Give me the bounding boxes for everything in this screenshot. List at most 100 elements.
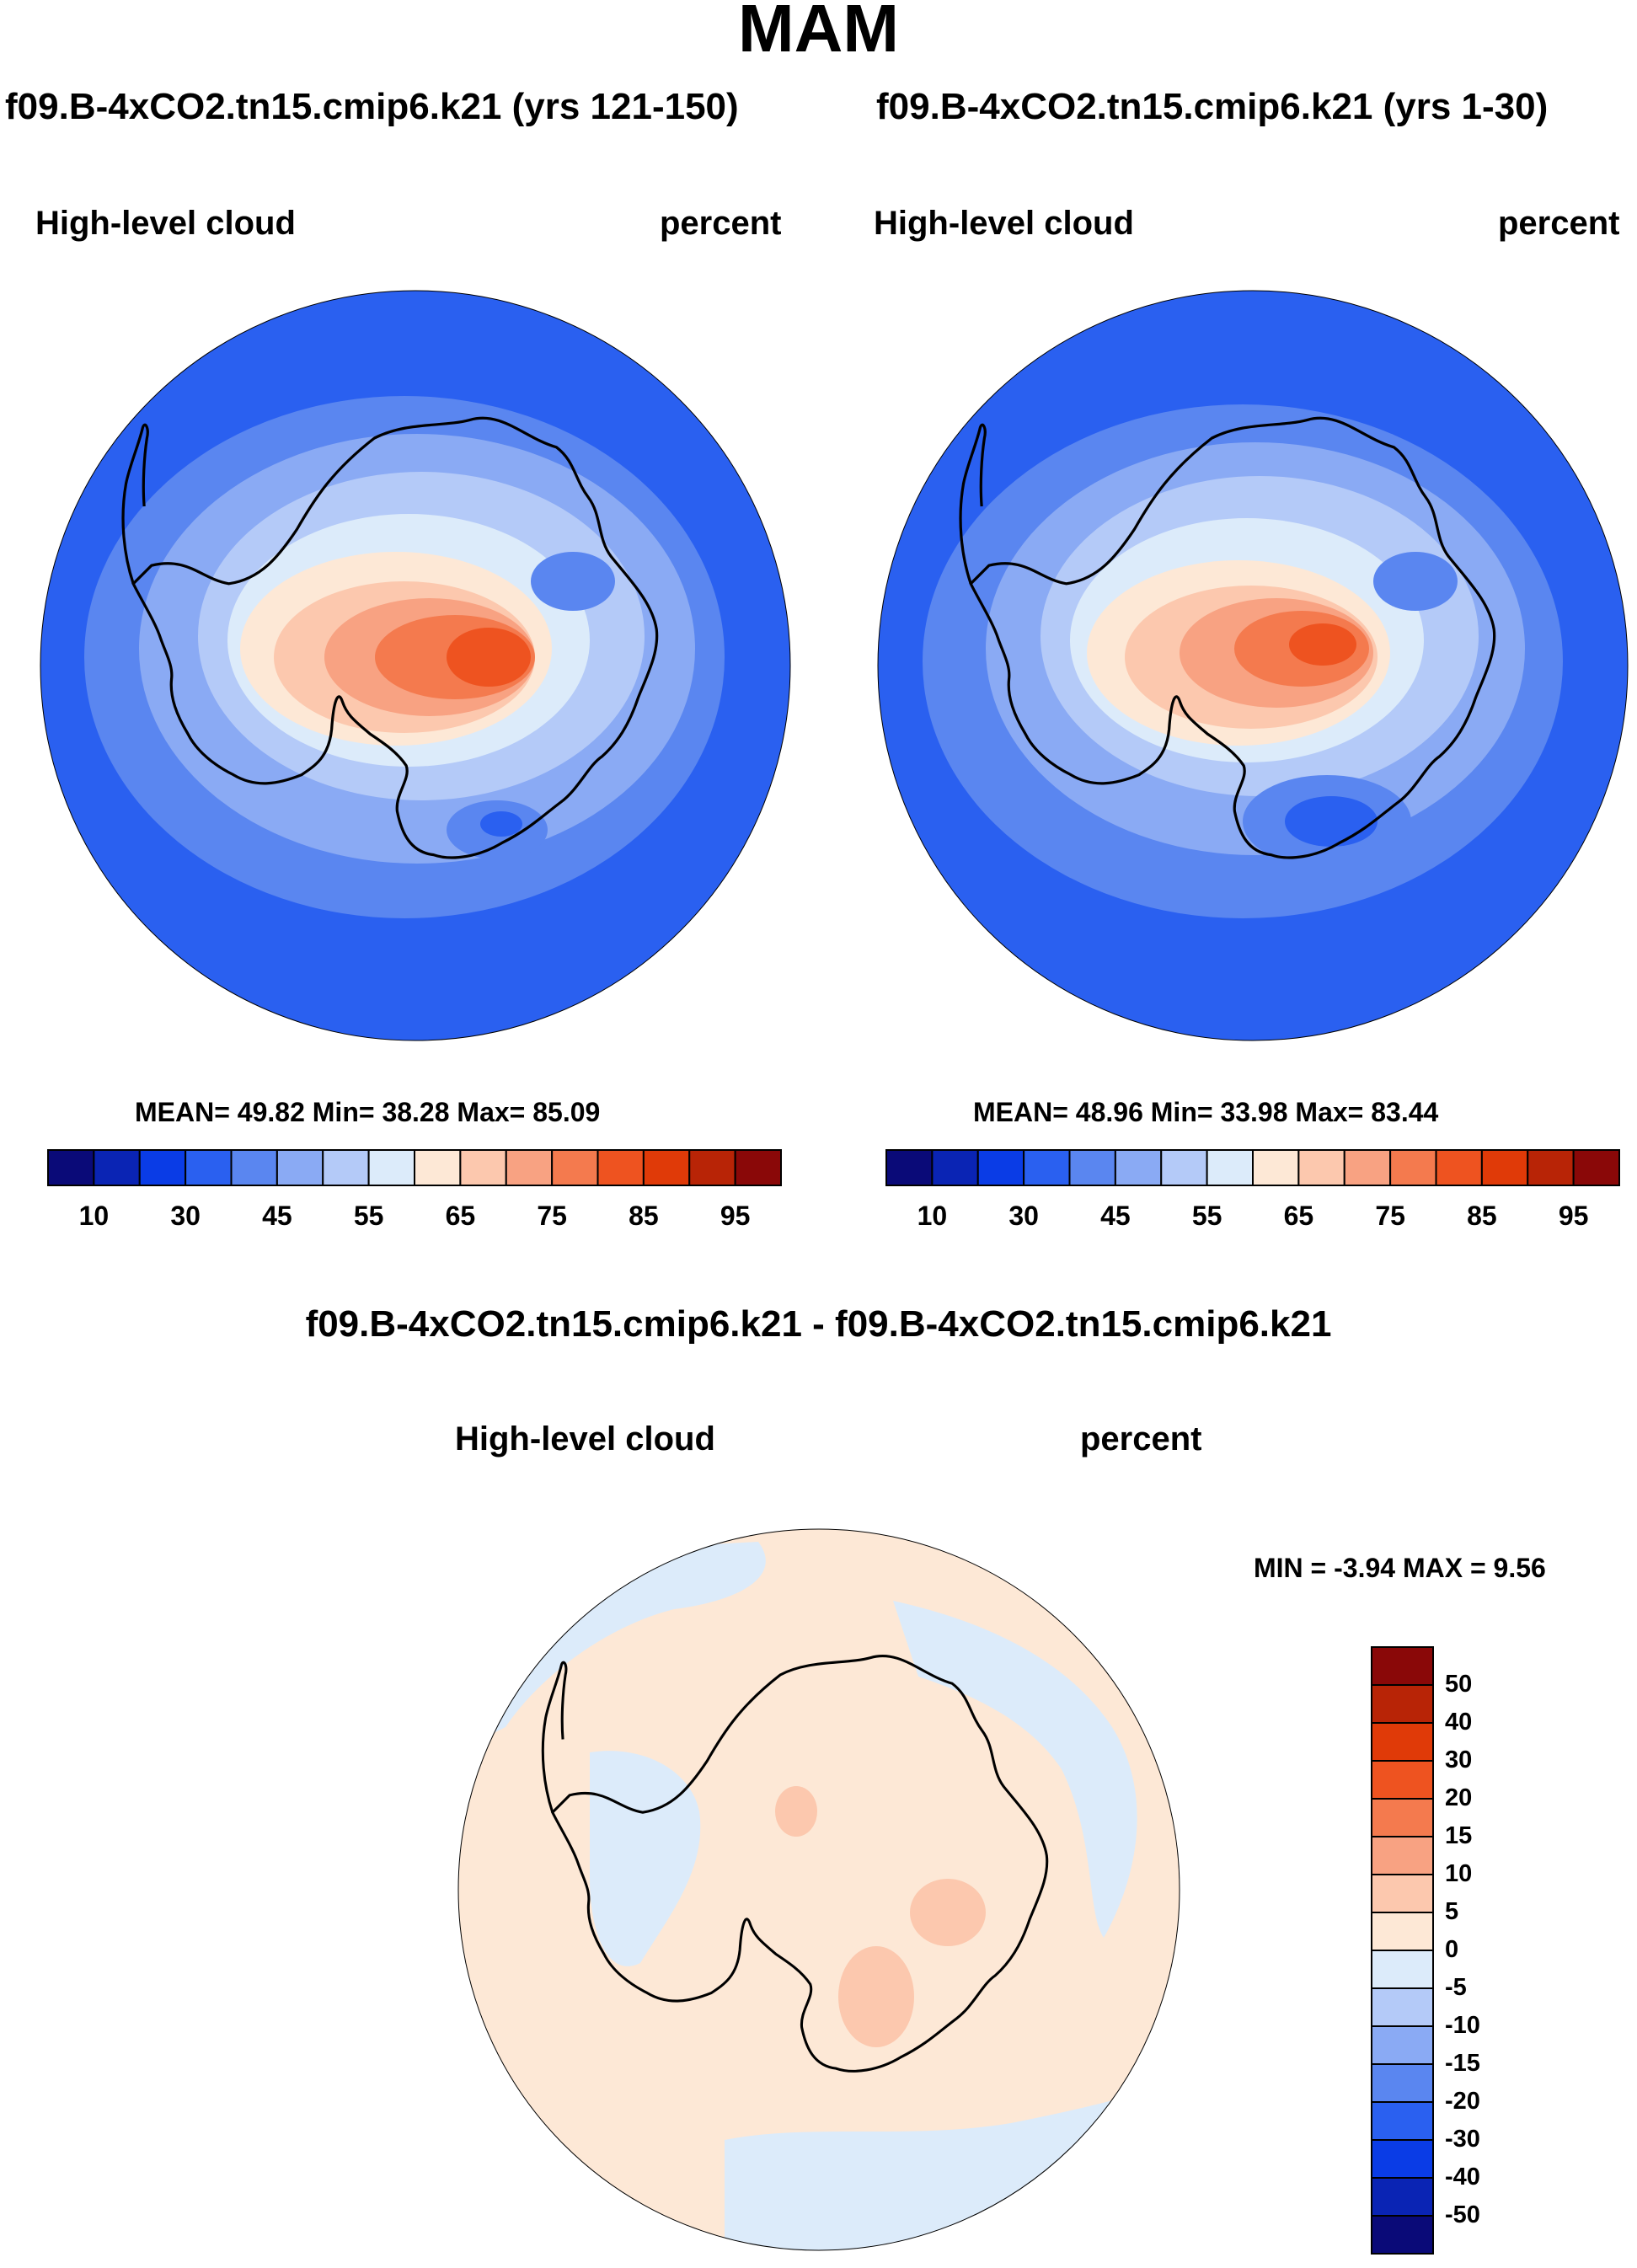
colorbar-right-tick-label: 45 [1100, 1201, 1131, 1231]
colorbar-right-swatch [885, 1149, 934, 1186]
colorbar-left-swatch [596, 1149, 645, 1186]
colorbar-diff-tick-label: 10 [1445, 1860, 1473, 1887]
colorbar-diff-swatch [1371, 2139, 1434, 2179]
colorbar-left-swatch [47, 1149, 95, 1186]
colorbar-right-tick-label: 55 [1191, 1201, 1222, 1231]
colorbar-left-tick-label: 65 [445, 1201, 476, 1231]
colorbar-left-swatch [93, 1149, 141, 1186]
map-right-blue-core-south [1285, 796, 1378, 847]
colorbar-diff-tick-label: -50 [1445, 2201, 1480, 2228]
colorbar-right-swatch [1023, 1149, 1071, 1186]
colorbar-right-swatch [1389, 1149, 1437, 1186]
colorbar-right-swatch [1160, 1149, 1208, 1186]
map-right-blue-patch-east [1373, 552, 1458, 611]
colorbar-left-swatch [138, 1149, 187, 1186]
colorbar-right-swatch [1206, 1149, 1254, 1186]
colorbar-diff-swatch [1371, 1950, 1434, 1989]
colorbar-right-swatch [1297, 1149, 1345, 1186]
colorbar-diff-swatch [1371, 1836, 1434, 1875]
colorbar-left-swatch [276, 1149, 324, 1186]
colorbar-diff-tick-label: -5 [1445, 1974, 1467, 2001]
colorbar-right-swatch [931, 1149, 979, 1186]
colorbar-diff-swatch [1371, 2177, 1434, 2217]
colorbar-diff-tick-label: 20 [1445, 1784, 1473, 1811]
colorbar-diff-swatch [1371, 1987, 1434, 2027]
colorbar-right-swatch [1527, 1149, 1575, 1186]
colorbar-left-swatch [505, 1149, 554, 1186]
colorbar-right-swatch [1480, 1149, 1529, 1186]
colorbar-diff-swatch [1371, 1760, 1434, 1800]
map-diff-neg-coast [590, 1751, 701, 1966]
colorbar-diff [1371, 1646, 1434, 2255]
colorbar-diff-tick-label: 15 [1445, 1822, 1473, 1849]
colorbar-diff-swatch [1371, 1684, 1434, 1724]
colorbar-diff-swatch [1371, 2063, 1434, 2103]
colorbar-diff-tick-label: -30 [1445, 2126, 1480, 2153]
colorbar-left-tick-label: 95 [720, 1201, 751, 1231]
diff-panel-variable: High-level cloud [455, 1420, 715, 1458]
panel-left-variable: High-level cloud [35, 205, 296, 242]
colorbar-diff-tick-label: -40 [1445, 2164, 1480, 2190]
panel-right-variable: High-level cloud [874, 205, 1134, 242]
figure-title: MAM [737, 0, 900, 66]
panel-right-units: percent [1498, 205, 1620, 242]
colorbar-right-swatch [976, 1149, 1025, 1186]
colorbar-left-swatch [322, 1149, 370, 1186]
colorbar-diff-tick-label: 5 [1445, 1898, 1459, 1925]
colorbar-left-swatch [551, 1149, 599, 1186]
map-right-border [877, 290, 1629, 1041]
map-left-orange-red [447, 628, 531, 687]
colorbar-right-tick-label: 85 [1467, 1201, 1497, 1231]
map-diff-pos2-patch-b [910, 1879, 986, 1946]
colorbar-left-tick-label: 55 [353, 1201, 384, 1231]
panel-left-units: percent [660, 205, 782, 242]
colorbar-right-tick-label: 95 [1558, 1201, 1589, 1231]
panel-right-stats: MEAN= 48.96 Min= 33.98 Max= 83.44 [973, 1097, 1439, 1127]
colorbar-right-swatch [1572, 1149, 1620, 1186]
colorbar-right-tick-label: 30 [1008, 1201, 1039, 1231]
colorbar-left-tick-label: 75 [537, 1201, 567, 1231]
colorbar-right-swatch [1114, 1149, 1163, 1186]
map-left-blue-patch-east [531, 552, 615, 611]
colorbar-right-tick-label: 65 [1283, 1201, 1314, 1231]
diff-panel-stats: MIN = -3.94 MAX = 9.56 [1254, 1553, 1546, 1583]
panel-right-case-title: f09.B-4xCO2.tn15.cmip6.k21 (yrs 1-30) [876, 86, 1549, 127]
colorbar-left-tick-label: 45 [262, 1201, 292, 1231]
colorbar-diff-swatch [1371, 1874, 1434, 1913]
colorbar-left-swatch [185, 1149, 233, 1186]
colorbar-diff-tick-label: -10 [1445, 2012, 1480, 2039]
colorbar-left-swatch [367, 1149, 415, 1186]
colorbar-diff-swatch [1371, 1646, 1434, 1686]
map-diff-pos2-patch-c [838, 1946, 914, 2047]
map-left [40, 291, 790, 1040]
colorbar-diff-swatch [1371, 2101, 1434, 2141]
colorbar-right-swatch [1068, 1149, 1116, 1186]
colorbar-left-tick-label: 85 [629, 1201, 659, 1231]
colorbar-right-swatch [1435, 1149, 1483, 1186]
colorbar-diff-swatch [1371, 1912, 1434, 1951]
colorbar-left-swatch [459, 1149, 507, 1186]
map-left-blue-core-south [480, 811, 522, 837]
colorbar-left-swatch [642, 1149, 691, 1186]
map-diff [458, 1529, 1180, 2250]
colorbar-diff-tick-label: -15 [1445, 2050, 1480, 2077]
colorbar-diff-swatch [1371, 2215, 1434, 2255]
colorbar-left [47, 1149, 782, 1186]
colorbar-left-swatch [734, 1149, 782, 1186]
colorbar-diff-tick-label: -20 [1445, 2088, 1480, 2115]
colorbar-right-tick-label: 10 [917, 1201, 948, 1231]
panel-left-case-title: f09.B-4xCO2.tn15.cmip6.k21 (yrs 121-150) [5, 86, 739, 127]
colorbar-right [885, 1149, 1620, 1186]
colorbar-diff-swatch [1371, 2025, 1434, 2065]
colorbar-left-swatch [688, 1149, 736, 1186]
panel-left-stats: MEAN= 49.82 Min= 38.28 Max= 85.09 [135, 1097, 601, 1127]
colorbar-right-tick-label: 75 [1375, 1201, 1405, 1231]
colorbar-right-swatch [1252, 1149, 1300, 1186]
colorbar-left-swatch [230, 1149, 278, 1186]
colorbar-diff-tick-label: 50 [1445, 1671, 1473, 1698]
colorbar-left-tick-label: 10 [78, 1201, 110, 1231]
colorbar-diff-tick-label: 40 [1445, 1709, 1473, 1736]
diff-panel-units: percent [1080, 1420, 1202, 1458]
colorbar-right-swatch [1343, 1149, 1392, 1186]
